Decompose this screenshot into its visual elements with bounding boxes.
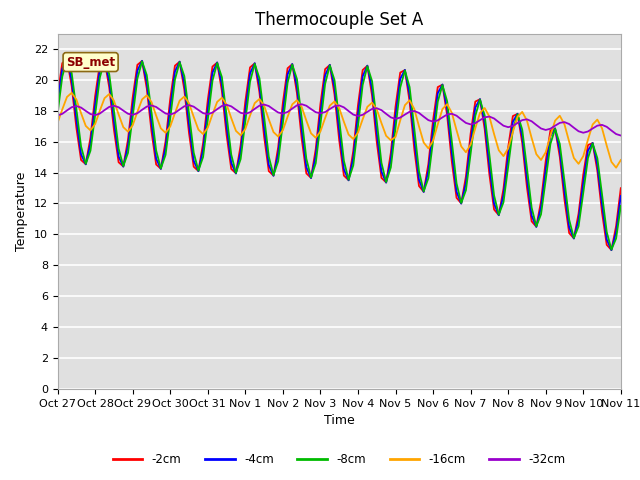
-4cm xyxy=(298,127,305,132)
-2cm xyxy=(190,164,198,169)
-4cm xyxy=(438,82,446,87)
-2cm xyxy=(63,57,71,62)
-16cm xyxy=(190,114,198,120)
-16cm xyxy=(115,111,122,117)
-4cm xyxy=(190,158,198,164)
-2cm xyxy=(298,135,305,141)
-4cm xyxy=(617,193,625,199)
Line: -2cm: -2cm xyxy=(58,60,621,250)
-8cm xyxy=(298,115,305,121)
-2cm xyxy=(607,247,615,253)
-2cm xyxy=(410,146,418,152)
-4cm xyxy=(63,56,71,62)
-16cm xyxy=(612,165,620,170)
-16cm xyxy=(68,90,76,96)
-8cm xyxy=(607,247,615,252)
-2cm xyxy=(584,142,592,148)
Line: -16cm: -16cm xyxy=(58,93,621,168)
Y-axis label: Temperature: Temperature xyxy=(15,171,28,251)
-4cm xyxy=(54,100,61,106)
-32cm xyxy=(110,103,118,108)
-8cm xyxy=(438,82,446,88)
-16cm xyxy=(54,120,61,126)
-8cm xyxy=(190,150,198,156)
-8cm xyxy=(410,126,418,132)
-2cm xyxy=(115,159,122,165)
-32cm xyxy=(293,102,301,108)
Line: -4cm: -4cm xyxy=(58,59,621,250)
-2cm xyxy=(617,185,625,191)
-8cm xyxy=(54,110,61,116)
-8cm xyxy=(617,203,625,209)
-8cm xyxy=(115,146,122,152)
Line: -8cm: -8cm xyxy=(58,60,621,250)
-32cm xyxy=(438,115,446,120)
-16cm xyxy=(298,104,305,110)
-2cm xyxy=(438,82,446,87)
-16cm xyxy=(617,157,625,163)
-32cm xyxy=(410,108,418,114)
-16cm xyxy=(438,106,446,112)
-32cm xyxy=(617,132,625,138)
-4cm xyxy=(607,247,615,253)
-32cm xyxy=(54,112,61,118)
Legend: -2cm, -4cm, -8cm, -16cm, -32cm: -2cm, -4cm, -8cm, -16cm, -32cm xyxy=(108,448,570,470)
Line: -32cm: -32cm xyxy=(58,104,621,135)
-8cm xyxy=(63,57,71,62)
Text: SB_met: SB_met xyxy=(66,56,115,69)
-16cm xyxy=(584,137,592,143)
X-axis label: Time: Time xyxy=(324,414,355,427)
-32cm xyxy=(298,101,305,107)
-4cm xyxy=(584,148,592,154)
-4cm xyxy=(115,154,122,159)
-2cm xyxy=(54,92,61,98)
-32cm xyxy=(185,102,193,108)
Title: Thermocouple Set A: Thermocouple Set A xyxy=(255,11,423,29)
-16cm xyxy=(410,106,418,112)
-8cm xyxy=(584,155,592,161)
-4cm xyxy=(410,137,418,143)
-32cm xyxy=(584,129,592,134)
